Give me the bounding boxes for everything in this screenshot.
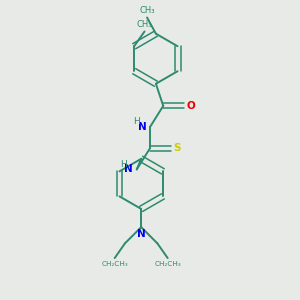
Text: O: O [187, 101, 196, 111]
Text: S: S [174, 143, 181, 153]
Text: CH₂CH₃: CH₂CH₃ [101, 261, 128, 267]
Text: CH₃: CH₃ [139, 6, 155, 15]
Text: H: H [133, 117, 140, 126]
Text: N: N [137, 229, 146, 239]
Text: CH₃: CH₃ [137, 20, 152, 29]
Text: N: N [124, 164, 133, 174]
Text: H: H [120, 160, 127, 169]
Text: CH₂CH₃: CH₂CH₃ [154, 261, 181, 267]
Text: N: N [138, 122, 146, 132]
